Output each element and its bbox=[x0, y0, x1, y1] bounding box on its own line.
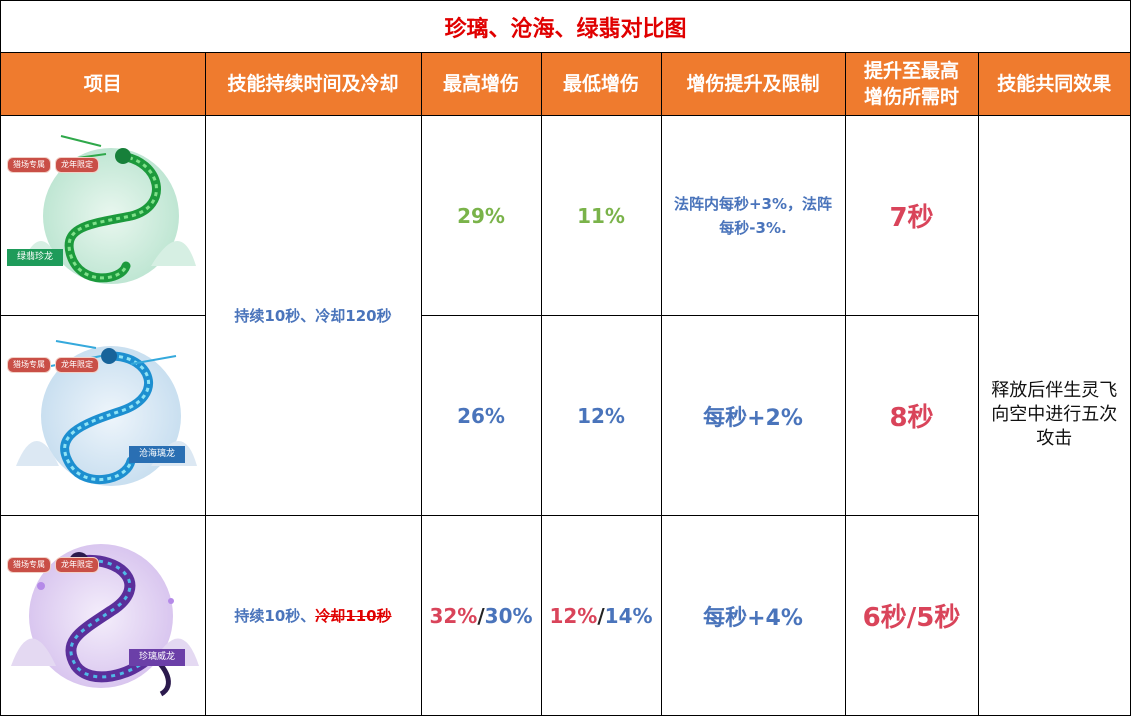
min-boost-value-b: 14% bbox=[604, 603, 653, 628]
comparison-table: 项目 技能持续时间及冷却 最高增伤 最低增伤 增伤提升及限制 提升至最高 增伤所… bbox=[1, 53, 1130, 716]
boost-rule-cell: 每秒+4% bbox=[660, 515, 846, 715]
time-to-max-cell: 7秒 bbox=[844, 115, 979, 316]
header-common-effect: 技能共同效果 bbox=[977, 53, 1130, 116]
header-min-boost: 最低增伤 bbox=[540, 53, 662, 116]
badge-dragon-year: 龙年限定 bbox=[55, 357, 99, 373]
max-boost-cell: 32%/30% bbox=[420, 515, 542, 715]
duration-text: 持续10秒、冷却120秒 bbox=[234, 307, 392, 325]
dragon-image-cell: 猎场专属 龙年限定 沧海璃龙 bbox=[1, 315, 206, 516]
common-effect-text: 释放后伴生灵飞向空中进行五次攻击 bbox=[991, 380, 1118, 450]
header-time-line2: 增伤所需时 bbox=[863, 86, 959, 108]
blue-dragon-image bbox=[16, 340, 197, 486]
purple-dragon-image bbox=[11, 544, 199, 697]
badge-hunting: 猎场专属 bbox=[7, 357, 51, 373]
time-to-max-cell: 8秒 bbox=[844, 315, 978, 516]
dragon-image-cell: 猎场专属 龙年限定 绿翡珍龙 bbox=[1, 115, 206, 316]
green-dragon-image bbox=[21, 135, 196, 284]
badge-hunting: 猎场专属 bbox=[7, 557, 51, 573]
max-boost-value-a: 32% bbox=[429, 603, 478, 628]
common-effect-cell: 释放后伴生灵飞向空中进行五次攻击 bbox=[977, 115, 1130, 716]
boost-rule-cell: 每秒+2% bbox=[660, 315, 846, 516]
boost-rule-cell: 法阵内每秒+3%，法阵每秒-3%. bbox=[660, 115, 846, 316]
badge-dragon-year: 龙年限定 bbox=[55, 557, 99, 573]
dragon-nameplate: 绿翡珍龙 bbox=[7, 249, 64, 266]
badge-dragon-year: 龙年限定 bbox=[55, 157, 99, 173]
table-row: 猎场专属 龙年限定 珍璃威龙 持续10秒、冷却110秒 32%/30% 12%/… bbox=[1, 515, 1130, 715]
dragon-image-cell: 猎场专属 龙年限定 珍璃威龙 bbox=[1, 515, 206, 715]
time-to-max-value: 8秒 bbox=[889, 403, 934, 433]
boost-rule-text: 每秒+4% bbox=[703, 605, 803, 631]
header-max-boost: 最高增伤 bbox=[420, 53, 542, 116]
max-boost-cell: 26% bbox=[420, 315, 542, 516]
min-boost-cell: 12%/14% bbox=[540, 515, 662, 715]
duration-cell: 持续10秒、冷却120秒 bbox=[204, 115, 422, 516]
dragon-nameplate: 沧海璃龙 bbox=[129, 446, 186, 463]
badge-group: 猎场专属 龙年限定 bbox=[7, 157, 99, 173]
slash-separator: / bbox=[477, 603, 485, 628]
badge-group: 猎场专属 龙年限定 bbox=[7, 557, 99, 573]
boost-rule-text: 法阵内每秒+3%，法阵每秒-3%. bbox=[673, 194, 833, 237]
max-boost-value-b: 30% bbox=[484, 603, 533, 628]
header-row: 项目 技能持续时间及冷却 最高增伤 最低增伤 增伤提升及限制 提升至最高 增伤所… bbox=[1, 53, 1130, 116]
time-to-max-value: 6秒/5秒 bbox=[862, 603, 961, 633]
duration-cell: 持续10秒、冷却110秒 bbox=[204, 515, 422, 715]
header-time-to-max: 提升至最高 增伤所需时 bbox=[844, 53, 979, 116]
page-title: 珍璃、沧海、绿翡对比图 bbox=[1, 1, 1130, 53]
duration-text-prefix: 持续10秒、 bbox=[234, 607, 316, 625]
header-boost-rule: 增伤提升及限制 bbox=[660, 53, 846, 116]
min-boost-value: 12% bbox=[577, 403, 625, 428]
min-boost-value: 11% bbox=[577, 203, 625, 228]
badge-group: 猎场专属 龙年限定 bbox=[7, 357, 99, 373]
dragon-nameplate: 珍璃威龙 bbox=[129, 649, 186, 666]
header-time-line1: 提升至最高 bbox=[863, 60, 959, 82]
boost-rule-text: 每秒+2% bbox=[703, 405, 803, 431]
min-boost-cell: 12% bbox=[540, 315, 662, 516]
min-boost-value-a: 12% bbox=[549, 603, 598, 628]
max-boost-cell: 29% bbox=[420, 115, 542, 316]
max-boost-value: 29% bbox=[457, 203, 505, 228]
duration-text-struck: 冷却110秒 bbox=[315, 607, 392, 625]
header-item: 项目 bbox=[1, 53, 206, 116]
min-boost-cell: 11% bbox=[540, 115, 662, 316]
time-to-max-cell: 6秒/5秒 bbox=[844, 515, 978, 715]
max-boost-value: 26% bbox=[457, 403, 505, 428]
time-to-max-value: 7秒 bbox=[889, 203, 934, 233]
slash-separator: / bbox=[597, 603, 605, 628]
header-duration: 技能持续时间及冷却 bbox=[204, 53, 422, 116]
table-row: 猎场专属 龙年限定 沧海璃龙 26% 12% 每秒+2% 8秒 bbox=[1, 315, 1130, 516]
badge-hunting: 猎场专属 bbox=[7, 157, 51, 173]
table-row: 猎场专属 龙年限定 绿翡珍龙 持续10秒、冷却120秒 29% 11% 法阵内每… bbox=[1, 115, 1130, 716]
